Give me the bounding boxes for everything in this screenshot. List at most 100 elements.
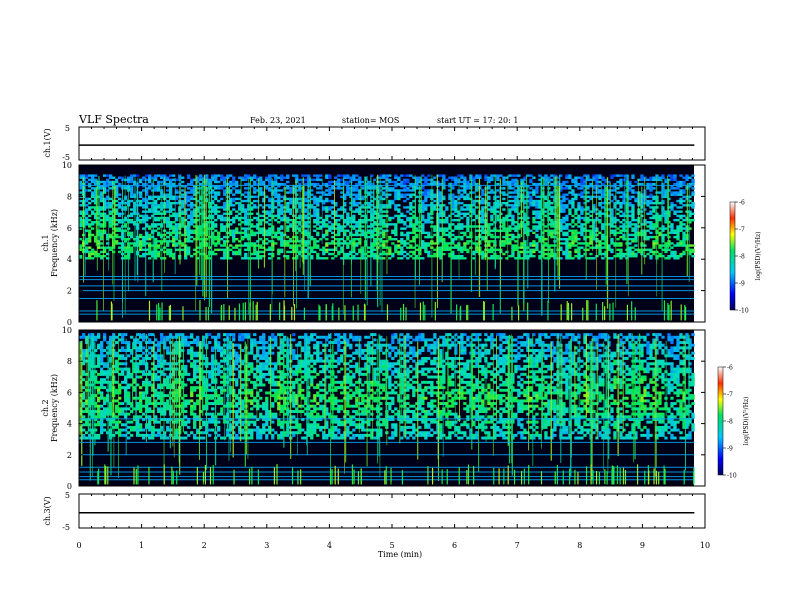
ch1-spectrogram-noise-cell: [193, 187, 197, 190]
ch1-spectrogram-noise-cell: [238, 189, 242, 192]
ch1-spectrogram-noise-cell: [619, 204, 623, 207]
ch1-spectrogram-noise-cell: [337, 218, 341, 222]
ch1-spectrogram-noise-cell: [244, 242, 248, 245]
ch1-spectrogram-noise-cell: [361, 218, 365, 222]
ch1-spectrogram-noise-cell: [541, 176, 545, 179]
ch1-spectrogram-noise-cell: [79, 187, 83, 190]
ch1-spectrogram-noise-cell: [610, 185, 614, 188]
ch1-spectrogram-noise-cell: [313, 174, 317, 177]
ch1-spectrogram-noise-cell: [169, 201, 173, 205]
ch1-spectrogram-noise-cell: [538, 257, 542, 260]
ch1-spectrogram-noise-cell: [118, 182, 122, 186]
ch1-spectrogram-noise-cell: [628, 233, 632, 237]
ch1-spectrogram-noise-cell: [169, 178, 173, 182]
ch1-spectrogram-noise-cell: [220, 238, 224, 241]
ch1-spectrogram-noise-cell: [244, 195, 248, 199]
ch1-spectrogram-noise-cell: [196, 238, 200, 241]
ch1-spectrogram-noise-cell: [529, 201, 533, 205]
ch1-spectrogram-noise-cell: [211, 201, 215, 205]
ch1-spectrogram-noise-cell: [421, 257, 425, 260]
ch1-spectrogram-noise-cell: [313, 225, 317, 228]
ch1-spectrogram-noise-cell: [370, 199, 374, 203]
ch1-spectrogram-noise-cell: [412, 199, 416, 203]
ch1-spectrogram-noise-cell: [682, 189, 686, 192]
ch1-spectrogram-noise-cell: [154, 238, 158, 241]
ch1-spectrogram-noise-cell: [328, 208, 332, 211]
ch1-spectrogram-noise-cell: [238, 201, 242, 205]
ch1-spectrogram-noise-cell: [211, 238, 215, 241]
ch1-spectrogram-noise-cell: [265, 221, 269, 224]
ch1-spectrogram-noise-cell: [352, 240, 356, 243]
ch1-spectrogram-noise-cell: [538, 210, 542, 213]
ch1-spectrogram-noise-cell: [319, 191, 323, 194]
ch1-spectrogram-noise-cell: [271, 254, 275, 258]
ch1-spectrogram-noise-cell: [415, 195, 419, 199]
ch1-spectrogram-noise-cell: [262, 233, 266, 237]
ch1-spectrogram-noise-cell: [673, 182, 677, 186]
ch1-spectrogram-noise-cell: [106, 197, 110, 201]
ch1-spectrogram-noise-cell: [463, 214, 467, 218]
ch1-spectrogram-noise-cell: [244, 178, 248, 182]
ch1-spectrogram-noise-cell: [355, 221, 359, 224]
ch1-spectrogram-noise-cell: [574, 185, 578, 188]
ch1-spectrogram-noise-cell: [124, 229, 128, 232]
ch1-spectrogram-noise-cell: [373, 248, 377, 252]
ch1-spectrogram-noise-cell: [190, 180, 194, 184]
ch1-spectrogram-noise-cell: [580, 208, 584, 211]
ch1-spectrogram-noise-cell: [601, 246, 605, 249]
ch1-spectrogram-noise-cell: [433, 227, 437, 230]
ch1-spectrogram-noise-cell: [571, 235, 575, 239]
ch1-spectrogram-noise-cell: [157, 223, 161, 226]
ch1-spectrogram-noise-cell: [202, 216, 206, 220]
ch1-spectrogram-noise-cell: [496, 216, 500, 220]
ch1-spectrogram-noise-cell: [442, 195, 446, 199]
ch1-spectrogram-noise-cell: [244, 233, 248, 237]
ch1-spectrogram-noise-cell: [280, 231, 284, 235]
ch1-spectrogram-noise-cell: [622, 178, 626, 182]
ch1-spectrogram-noise-cell: [619, 206, 623, 209]
ch1-spectrogram-noise-cell: [223, 242, 227, 245]
ch1-spectrogram-noise-cell: [472, 191, 476, 194]
ch1-spectrogram-noise-cell: [670, 174, 674, 177]
ch1-spectrogram-noise-cell: [124, 187, 128, 190]
ch1-spectrogram-noise-cell: [580, 182, 584, 186]
ch1-spectrogram-noise-cell: [124, 254, 128, 258]
ch1-spectrogram-noise-cell: [691, 187, 695, 190]
ch1-spectrogram-noise-cell: [334, 201, 338, 205]
ch1-spectrogram-noise-cell: [265, 229, 269, 232]
ch1-spectrogram-noise-cell: [421, 240, 425, 243]
ch1-spectrogram-noise-cell: [442, 174, 446, 177]
ch1-spectrogram-noise-cell: [181, 233, 185, 237]
ch1-spectrogram-noise-cell: [658, 191, 662, 194]
ch1-spectrogram-noise-cell: [679, 182, 683, 186]
ch1-spectrogram-noise-cell: [622, 199, 626, 203]
ch1-spectrogram-noise-cell: [220, 216, 224, 220]
ch1-spectrogram-noise-cell: [517, 199, 521, 203]
ch1-spectrogram-noise-cell: [619, 242, 623, 245]
ch1-spectrogram-noise-cell: [442, 238, 446, 241]
ch1-spectrogram-noise-cell: [691, 212, 695, 215]
ch1-spectrogram-noise-cell: [250, 185, 254, 188]
ch1-spectrogram-noise-cell: [94, 238, 98, 241]
ch1-spectrogram-noise-cell: [91, 221, 95, 224]
ch1-spectrogram-noise-cell: [355, 238, 359, 241]
ch1-spectrogram-noise-cell: [127, 180, 131, 184]
ch1-spectrogram-noise-cell: [664, 242, 668, 245]
ch1-spectrogram-noise-cell: [352, 185, 356, 188]
ch1-spectrogram-noise-cell: [232, 221, 236, 224]
ch1-spectrogram-noise-cell: [202, 242, 206, 245]
ch1-spectrogram-noise-cell: [652, 250, 656, 254]
ch1-spectrogram-noise-cell: [673, 210, 677, 213]
ch1-spectrogram-noise-cell: [682, 235, 686, 239]
ch1-spectrogram-noise-cell: [319, 187, 323, 190]
ch1-spectrogram-noise-cell: [679, 240, 683, 243]
ch1-spectrogram-noise-cell: [211, 185, 215, 188]
ch1-spectrogram-noise-cell: [379, 238, 383, 241]
ch1-spectrogram-noise-cell: [661, 195, 665, 199]
ch1-spectrogram-noise-cell: [388, 257, 392, 260]
ch1-spectrogram-noise-cell: [682, 231, 686, 235]
ch1-spectrogram-noise-cell: [103, 223, 107, 226]
ch1-spectrogram-noise-cell: [469, 208, 473, 211]
ch1-spectrogram-noise-cell: [529, 197, 533, 201]
ch1-spectrogram-noise-cell: [655, 174, 659, 177]
